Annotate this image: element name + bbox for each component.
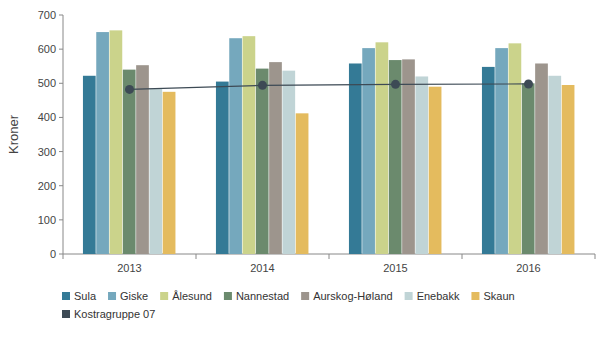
x-tick-label: 2015 <box>383 262 407 274</box>
legend-item: Sula <box>62 290 97 302</box>
y-tick-label: 300 <box>38 146 56 158</box>
y-axis-label: Kroner <box>6 114 21 154</box>
y-tick-label: 0 <box>50 248 56 260</box>
y-tick <box>59 254 63 255</box>
legend-item: Nannestad <box>224 290 289 302</box>
legend-swatch <box>301 292 309 300</box>
y-tick-label: 700 <box>38 9 56 21</box>
y-tick <box>59 151 63 152</box>
bar <box>216 82 229 254</box>
line-marker <box>524 79 533 88</box>
bar <box>96 32 109 254</box>
y-tick-label: 600 <box>38 43 56 55</box>
y-tick <box>59 15 63 16</box>
bar <box>522 83 535 254</box>
bar <box>83 76 96 254</box>
legend-swatch <box>62 292 70 300</box>
legend-swatch <box>108 292 116 300</box>
line-marker <box>391 80 400 89</box>
legend-label: Giske <box>120 290 148 302</box>
y-axis <box>63 15 64 254</box>
bar <box>402 59 415 254</box>
bar <box>256 69 269 254</box>
bar <box>123 70 136 254</box>
bar <box>163 92 176 254</box>
bar <box>495 48 508 254</box>
line-marker <box>125 85 134 94</box>
legend-swatch <box>160 292 168 300</box>
legend-item: Skaun <box>471 290 514 302</box>
y-tick <box>59 117 63 118</box>
bar <box>509 43 522 254</box>
x-separator <box>196 254 197 259</box>
legend-swatch <box>224 292 232 300</box>
bar <box>349 63 362 254</box>
bar <box>429 87 442 254</box>
legend-item: Aurskog-Høland <box>301 290 392 302</box>
bar <box>415 76 428 254</box>
bar <box>229 38 242 254</box>
bar <box>136 65 149 254</box>
x-tick-label: 2014 <box>250 262 274 274</box>
bar <box>243 36 256 254</box>
x-separator <box>462 254 463 259</box>
legend-swatch <box>405 292 413 300</box>
bar <box>282 71 295 254</box>
bar <box>149 88 162 254</box>
legend-label: Skaun <box>483 290 514 302</box>
bar <box>482 67 495 254</box>
y-tick-label: 500 <box>38 77 56 89</box>
y-tick-label: 200 <box>38 180 56 192</box>
bar <box>535 63 548 254</box>
bar <box>269 62 282 254</box>
bar <box>376 42 389 254</box>
legend-label: Sula <box>74 290 97 302</box>
bar <box>296 113 309 254</box>
x-separator <box>329 254 330 259</box>
y-tick <box>59 49 63 50</box>
x-separator <box>595 254 596 259</box>
legend-item: Ålesund <box>160 290 212 302</box>
legend-label: Enebakk <box>417 290 460 302</box>
legend-label: Ålesund <box>172 290 212 302</box>
legend-item: Enebakk <box>405 290 460 302</box>
bar <box>389 60 402 254</box>
bar <box>110 30 123 254</box>
legend-label: Nannestad <box>236 290 289 302</box>
legend-swatch <box>62 310 70 318</box>
bar <box>548 76 561 254</box>
plot <box>83 30 575 254</box>
x-tick-label: 2013 <box>117 262 141 274</box>
y-tick <box>59 83 63 84</box>
bar <box>362 48 375 254</box>
legend-label: Aurskog-Høland <box>313 290 392 302</box>
chart: Kroner 0 100 200 300 400 500 600 700 2013 2014 2015… <box>0 0 600 338</box>
line <box>130 84 529 89</box>
y-tick-label: 100 <box>38 214 56 226</box>
y-tick <box>59 219 63 220</box>
x-tick-label: 2016 <box>516 262 540 274</box>
legend-item: Giske <box>108 290 148 302</box>
legend-item: Kostragruppe 07 <box>62 308 155 320</box>
y-tick <box>59 185 63 186</box>
bar <box>562 85 575 254</box>
line-marker <box>258 81 267 90</box>
legend-swatch <box>471 292 479 300</box>
y-tick-label: 400 <box>38 111 56 123</box>
legend-label: Kostragruppe 07 <box>74 308 155 320</box>
x-separator <box>63 254 64 259</box>
